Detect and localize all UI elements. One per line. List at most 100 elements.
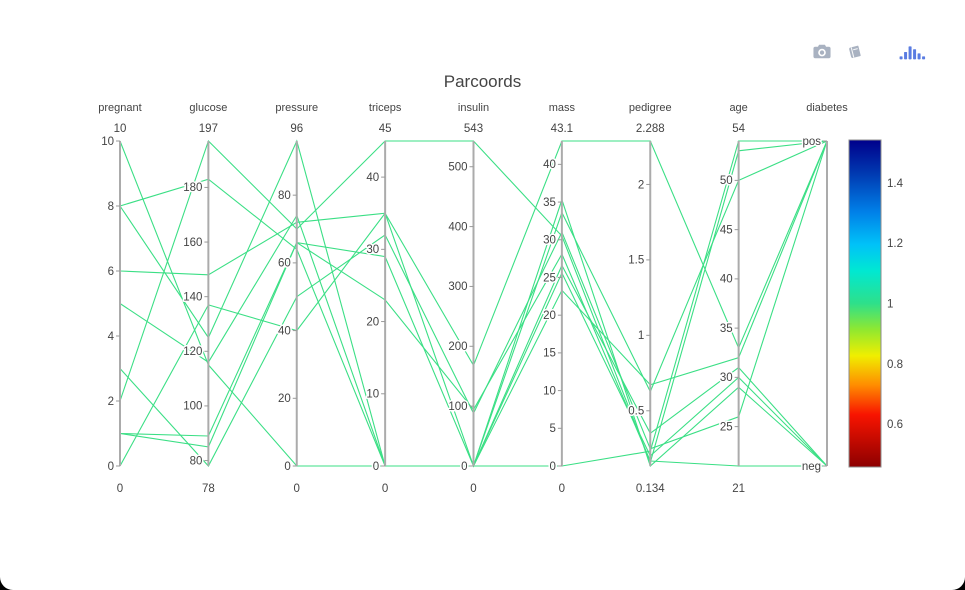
dimension-label[interactable]: pressure xyxy=(275,102,318,114)
axis-max-label: 10 xyxy=(114,123,127,135)
window-corner-bottom-right xyxy=(952,577,965,590)
axis-glucose: 80 100 120 140 160 180 glucose 197 78 xyxy=(182,102,228,495)
axis-tick-label: 25 xyxy=(543,272,556,284)
axis-tick-label: 140 xyxy=(183,291,202,303)
axis-tick-label: 40 xyxy=(366,172,379,184)
axis-tick-label: 500 xyxy=(448,162,467,174)
axis-tick-label: 35 xyxy=(543,197,556,209)
axis-tick-label: 160 xyxy=(183,237,202,249)
axis-tick-label: 35 xyxy=(720,323,733,335)
axis-tick-label: 0 xyxy=(549,461,555,473)
axis-tick-label: 0.5 xyxy=(628,406,644,418)
axis-tick-label: 80 xyxy=(190,455,203,467)
axis-tick-label: 80 xyxy=(278,190,291,202)
axis-tick-label: 15 xyxy=(543,348,556,360)
axis-max-label: 96 xyxy=(290,123,303,135)
axis-tick-label: 25 xyxy=(720,421,733,433)
dimension-label[interactable]: insulin xyxy=(458,102,489,114)
axis-tick-label: 10 xyxy=(543,385,556,397)
axis-min-label: 21 xyxy=(732,483,745,495)
axis-tick-label: 0 xyxy=(284,461,290,473)
colorbar: 1.4 1.2 1 0.8 0.6 xyxy=(848,139,904,468)
axis-tick-label: 100 xyxy=(448,401,467,413)
dimension-label[interactable]: age xyxy=(729,102,747,114)
axis-tick-label: 5 xyxy=(549,423,555,435)
axis-tick-label: 40 xyxy=(278,325,291,337)
dimension-label[interactable]: diabetes xyxy=(806,102,848,114)
axis-tick-label: 6 xyxy=(108,266,114,278)
dimension-label[interactable]: mass xyxy=(549,102,576,114)
axis-tick-label: 400 xyxy=(448,221,467,233)
axis-max-label: 197 xyxy=(199,123,218,135)
axis-tick-label: 10 xyxy=(101,136,114,148)
plotly-logo-button[interactable] xyxy=(897,40,931,63)
axis-min-label: 0 xyxy=(470,483,476,495)
edit-chart-studio-button[interactable] xyxy=(844,42,865,62)
colorbar-tick-label: 0.6 xyxy=(887,419,903,431)
axis-tick-label: 20 xyxy=(278,393,291,405)
axis-tick-label: 20 xyxy=(366,316,379,328)
axis-tick-label: 40 xyxy=(720,274,733,286)
axis-triceps: 0 10 20 30 40 triceps 45 0 xyxy=(365,102,402,495)
dimension-label[interactable]: pedigree xyxy=(629,102,672,114)
axis-tick-label: 4 xyxy=(108,331,115,343)
download-plot-camera-button[interactable] xyxy=(811,42,833,62)
book-icon xyxy=(849,45,861,58)
axis-tick-label: 120 xyxy=(183,346,202,358)
axis-tick-label: 0 xyxy=(373,461,379,473)
axis-tick-label: 8 xyxy=(108,201,114,213)
axis-tick-label: pos xyxy=(802,136,821,148)
axis-tick-label: 30 xyxy=(720,372,733,384)
axis-tick-label: 45 xyxy=(720,224,733,236)
axis-tick-label: 20 xyxy=(543,310,556,322)
window-corner-bottom-left xyxy=(0,577,13,590)
axis-max-label: 543 xyxy=(464,123,483,135)
dimension-label[interactable]: pregnant xyxy=(98,102,141,114)
modebar xyxy=(811,40,931,63)
camera-icon xyxy=(813,44,831,58)
axis-tick-label: 60 xyxy=(278,258,291,270)
axis-min-label: 0 xyxy=(294,483,300,495)
colorbar-tick-label: 1 xyxy=(887,299,893,311)
axis-pregnant: 0 2 4 6 8 10 pregnant 10 0 xyxy=(98,102,141,495)
axis-pedigree: 0.5 1 1.5 2 pedigree 2.288 0.134 xyxy=(627,102,672,495)
axis-tick-label: 2 xyxy=(108,396,114,408)
colorbar-gradient xyxy=(848,139,882,468)
axis-tick-label: 180 xyxy=(183,182,202,194)
axis-min-label: 0 xyxy=(117,483,123,495)
axis-tick-label: 100 xyxy=(183,401,202,413)
axis-max-label: 2.288 xyxy=(636,123,665,135)
chart-title: Parcoords xyxy=(443,72,522,91)
axis-tick-label: 30 xyxy=(366,244,379,256)
axis-tick-label: 0 xyxy=(461,461,467,473)
axis-mass: 0 5 10 15 20 25 30 35 40 mass 43.1 0 xyxy=(542,102,576,495)
axis-max-label: 43.1 xyxy=(551,123,573,135)
axis-max-label: 54 xyxy=(732,123,745,135)
axis-tick-label: 200 xyxy=(448,341,467,353)
axis-insulin: 0 100 200 300 400 500 insulin 543 0 xyxy=(447,102,489,495)
axis-tick-label: 1.5 xyxy=(628,255,644,267)
plotly-logo-icon xyxy=(899,46,926,60)
axis-tick-label: 0 xyxy=(108,461,114,473)
axis-tick-label: 1 xyxy=(638,330,644,342)
axis-min-label: 78 xyxy=(202,483,215,495)
axis-tick-label: 50 xyxy=(720,175,733,187)
dimension-label[interactable]: glucose xyxy=(189,102,227,114)
axis-min-label: 0 xyxy=(382,483,388,495)
axis-tick-label: 40 xyxy=(543,159,556,171)
axis-min-label: 0.134 xyxy=(636,483,665,495)
colorbar-tick-label: 1.4 xyxy=(887,178,904,190)
axis-tick-label: neg xyxy=(802,461,821,473)
dimension-label[interactable]: triceps xyxy=(369,102,402,114)
axis-tick-label: 2 xyxy=(638,179,644,191)
axis-pressure: 0 20 40 60 80 pressure 96 0 xyxy=(275,102,318,495)
axis-tick-label: 30 xyxy=(543,235,556,247)
axis-age: 25 30 35 40 45 50 age 54 21 xyxy=(718,102,747,495)
colorbar-tick-label: 0.8 xyxy=(887,359,903,371)
axis-diabetes: pos neg diabetes xyxy=(800,102,848,474)
axis-tick-label: 10 xyxy=(366,389,379,401)
axis-tick-label: 300 xyxy=(448,281,467,293)
axis-max-label: 45 xyxy=(379,123,392,135)
